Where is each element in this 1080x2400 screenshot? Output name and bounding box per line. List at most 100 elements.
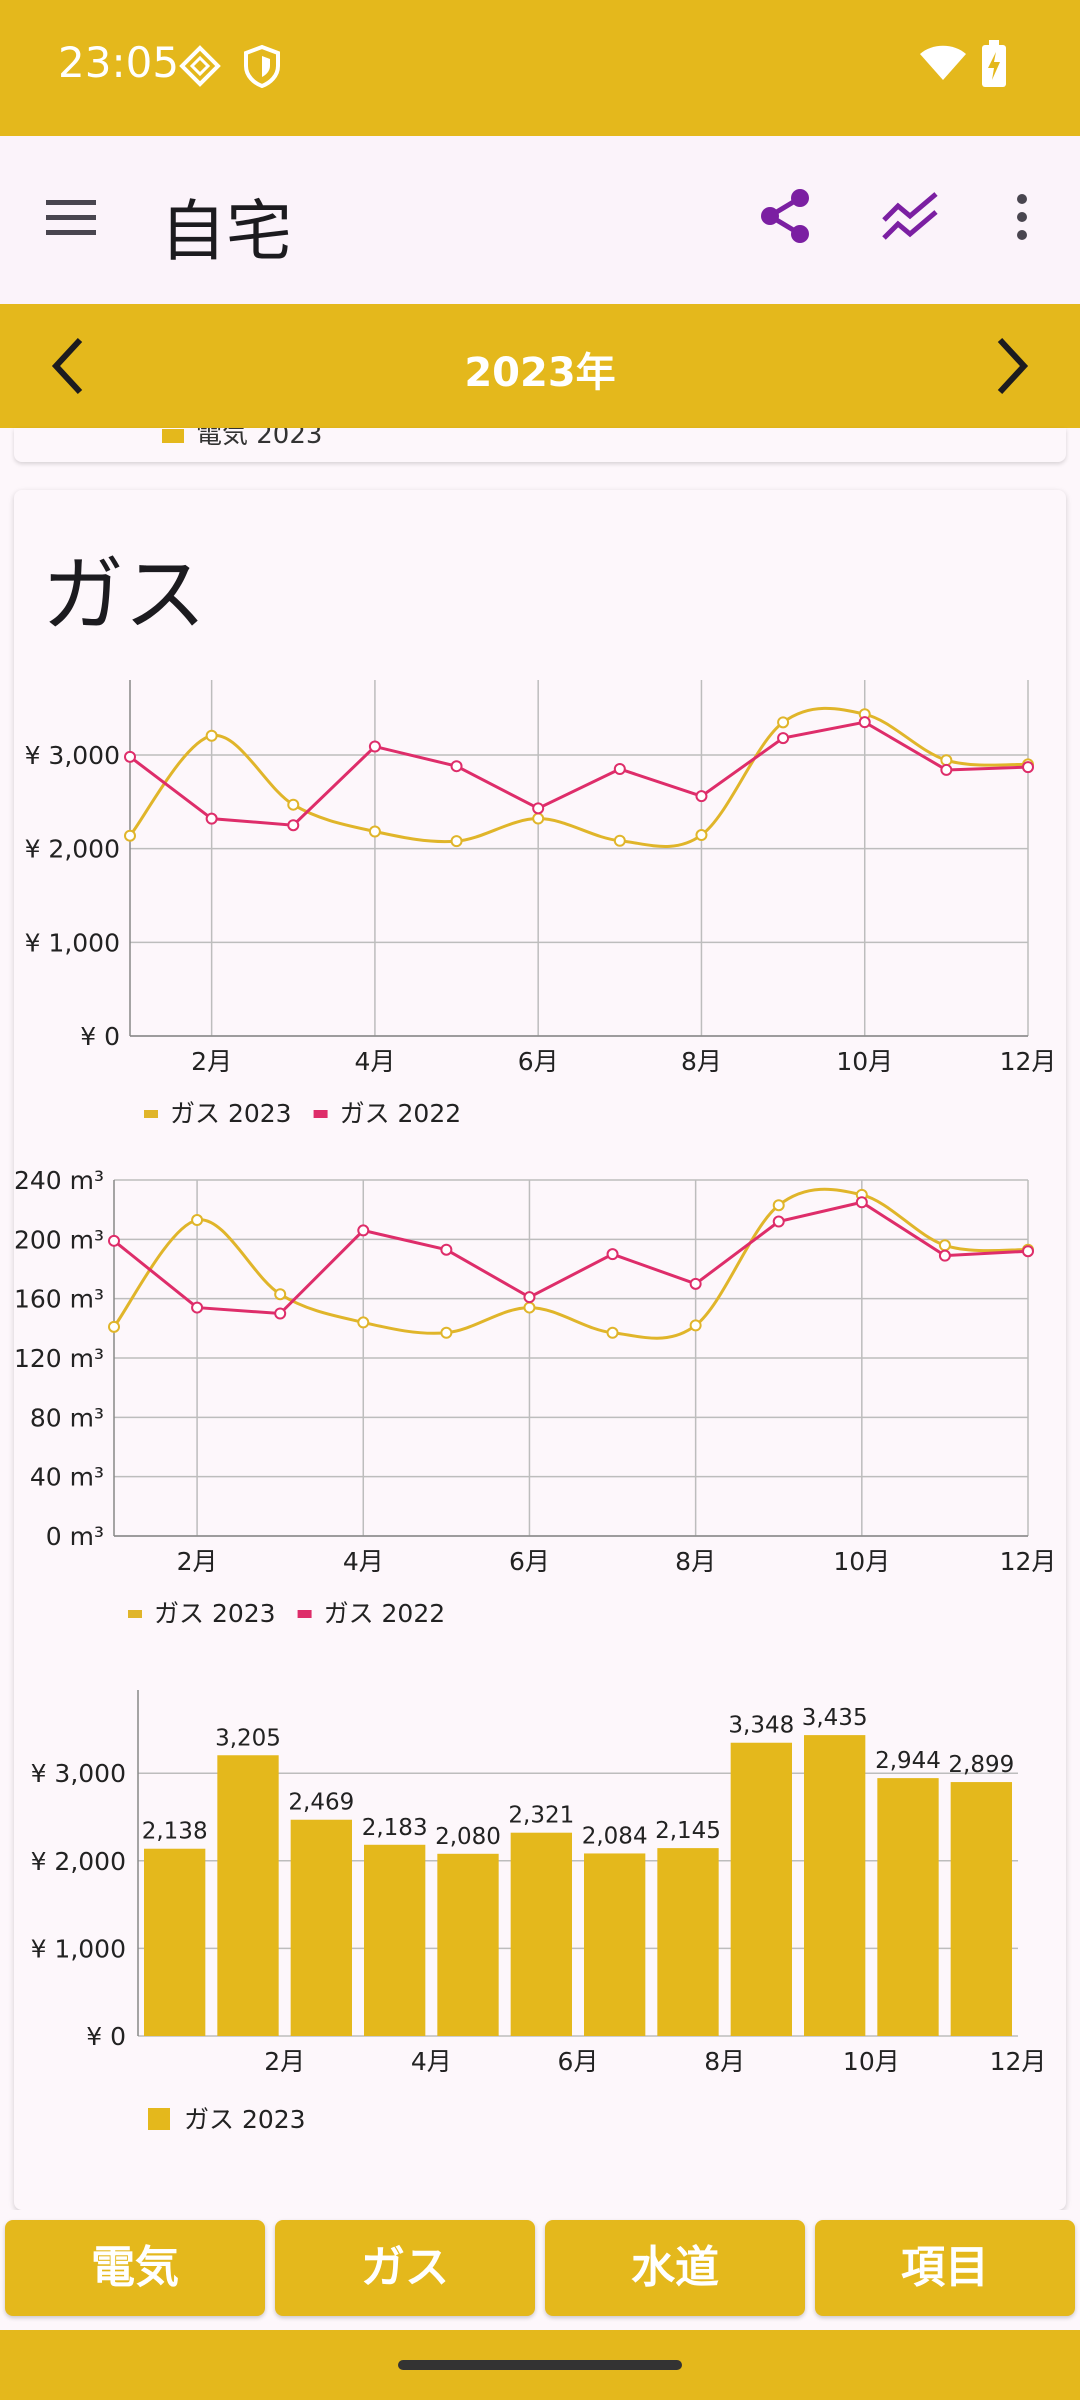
- chevron-left-icon[interactable]: [50, 336, 86, 400]
- y-tick-label: 0 m³: [46, 1522, 104, 1551]
- data-point: [695, 829, 708, 842]
- tab-water[interactable]: 水道: [545, 2220, 805, 2316]
- legend-label: ガス 2023: [154, 1599, 276, 1628]
- home-gesture-handle[interactable]: [398, 2360, 682, 2370]
- data-point: [689, 1277, 702, 1290]
- tab-gas[interactable]: ガス: [275, 2220, 535, 2316]
- data-point: [613, 834, 626, 847]
- bar: [877, 1778, 939, 2036]
- data-point: [124, 829, 136, 842]
- data-point: [205, 729, 218, 742]
- series-line-2023: [128, 706, 1029, 848]
- menu-icon[interactable]: [46, 198, 98, 242]
- data-point: [274, 1288, 287, 1301]
- data-label: 2,145: [655, 1818, 721, 1844]
- data-label: 2,084: [582, 1823, 648, 1849]
- data-label: 3,205: [215, 1725, 281, 1751]
- data-point: [108, 1320, 120, 1333]
- system-nav-bar: [0, 2330, 1080, 2400]
- x-tick-label: 10月: [833, 1547, 890, 1576]
- bar: [290, 1819, 352, 2036]
- data-point: [440, 1326, 453, 1339]
- bar: [144, 1848, 206, 2036]
- y-tick-label: ¥ 1,000: [25, 928, 120, 957]
- data-point: [532, 812, 545, 825]
- y-tick-label: ¥ 3,000: [31, 1759, 126, 1788]
- page-title: 自宅: [160, 193, 292, 270]
- data-point: [450, 835, 463, 848]
- y-tick-label: ¥ 0: [86, 2022, 126, 2051]
- x-tick-label: 10月: [843, 2047, 900, 2076]
- data-point: [368, 740, 381, 753]
- y-tick-label: 40 m³: [30, 1463, 104, 1492]
- gas-cost-bar-chart: ¥ 0 ¥ 1,000 ¥ 2,000 ¥ 3,000 2,138 3,205 2,469 2…: [14, 1680, 1066, 2164]
- data-point: [532, 802, 545, 815]
- data-point: [1022, 761, 1034, 774]
- x-tick-label: 12月: [1000, 1047, 1057, 1076]
- x-tick-label: 4月: [411, 2047, 452, 2076]
- series-line-2023: [112, 1187, 1029, 1340]
- data-label: 2,469: [288, 1790, 354, 1816]
- y-tick-label: ¥ 2,000: [25, 835, 120, 864]
- data-point: [205, 812, 218, 825]
- data-point: [1022, 1245, 1034, 1258]
- y-tick-label: 120 m³: [14, 1344, 104, 1373]
- x-tick-label: 8月: [704, 2047, 745, 2076]
- data-point: [938, 1239, 951, 1252]
- gas-volume-line-chart: 0 m³ 40 m³ 80 m³ 120 m³ 160 m³ 200 m³ 240 m³ 2月…: [14, 1166, 1066, 1644]
- legend-swatch: [297, 1610, 312, 1618]
- data-label: 2,080: [435, 1824, 501, 1850]
- data-point: [191, 1301, 204, 1314]
- tab-electricity[interactable]: 電気: [5, 2220, 265, 2316]
- data-point: [124, 750, 136, 763]
- y-tick-label: ¥ 1,000: [31, 1934, 126, 1963]
- y-tick-label: 200 m³: [14, 1225, 104, 1254]
- year-label: 2023年: [464, 350, 616, 396]
- diamond-grid-icon: [178, 44, 222, 92]
- legend-label: ガス 2023: [170, 1099, 292, 1128]
- y-tick-label: ¥ 0: [80, 1022, 120, 1051]
- chart-line-icon[interactable]: [882, 192, 940, 244]
- x-tick-label: 4月: [354, 1047, 395, 1076]
- data-point: [606, 1326, 619, 1339]
- data-point: [191, 1214, 204, 1227]
- data-point: [523, 1301, 536, 1314]
- data-label: 2,183: [362, 1815, 428, 1841]
- x-tick-label: 6月: [509, 1547, 550, 1576]
- more-vert-icon[interactable]: [1016, 194, 1028, 244]
- x-tick-label: 2月: [177, 1547, 218, 1576]
- data-point: [613, 763, 626, 775]
- data-point: [523, 1291, 536, 1304]
- x-tick-label: 2月: [191, 1047, 232, 1076]
- data-point: [108, 1234, 120, 1247]
- x-tick-label: 6月: [558, 2047, 599, 2076]
- data-point: [287, 819, 300, 832]
- y-tick-label: 80 m³: [30, 1403, 104, 1432]
- legend-label: ガス 2022: [340, 1099, 462, 1128]
- data-label: 3,435: [802, 1705, 868, 1731]
- share-icon[interactable]: [758, 188, 812, 248]
- wifi-icon: [918, 42, 968, 86]
- x-tick-label: 10月: [836, 1047, 893, 1076]
- data-point: [940, 754, 953, 767]
- bottom-tab-bar: 電気 ガス 水道 項目: [0, 2210, 1080, 2330]
- data-point: [695, 790, 708, 803]
- x-tick-label: 8月: [675, 1547, 716, 1576]
- x-tick-label: 12月: [990, 2047, 1047, 2076]
- data-point: [274, 1307, 287, 1320]
- data-point: [450, 760, 463, 773]
- x-tick-label: 12月: [1000, 1547, 1057, 1576]
- legend-swatch: [128, 1610, 142, 1618]
- chevron-right-icon[interactable]: [994, 336, 1030, 400]
- series-line-2022: [113, 1200, 1029, 1316]
- legend-swatch: [313, 1110, 328, 1118]
- shield-icon: [242, 44, 282, 92]
- tab-items[interactable]: 項目: [815, 2220, 1075, 2316]
- data-point: [772, 1199, 785, 1212]
- series-line-2022: [129, 720, 1029, 827]
- data-label: 2,944: [875, 1748, 941, 1774]
- card-title: ガス: [42, 548, 207, 643]
- legend-item: 電気 2023: [162, 428, 322, 451]
- legend-label: 電気 2023: [196, 428, 323, 450]
- data-point: [858, 716, 871, 729]
